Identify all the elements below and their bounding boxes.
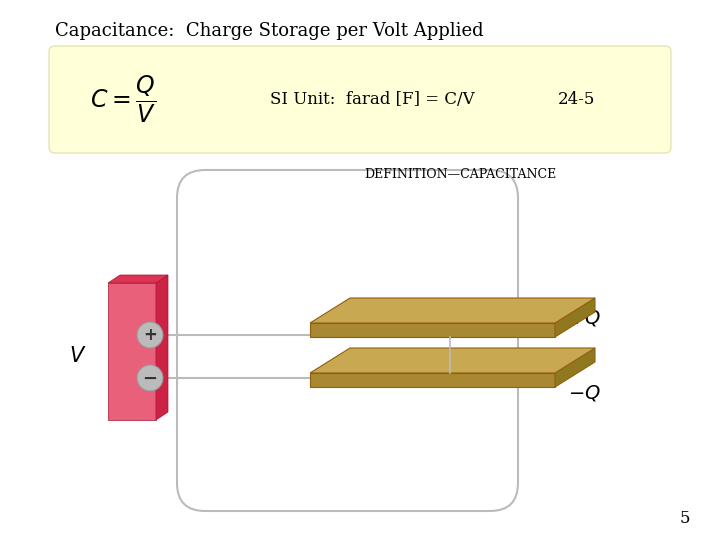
Text: 5: 5 bbox=[680, 510, 690, 527]
Polygon shape bbox=[310, 348, 595, 373]
Text: $V$: $V$ bbox=[69, 346, 86, 366]
FancyBboxPatch shape bbox=[177, 170, 518, 511]
Polygon shape bbox=[555, 298, 595, 337]
Polygon shape bbox=[555, 348, 595, 387]
Polygon shape bbox=[108, 283, 156, 420]
FancyBboxPatch shape bbox=[49, 46, 671, 153]
Text: $+Q$: $+Q$ bbox=[568, 308, 601, 328]
Circle shape bbox=[137, 322, 163, 348]
Text: DEFINITION—CAPACITANCE: DEFINITION—CAPACITANCE bbox=[364, 168, 556, 181]
Circle shape bbox=[137, 365, 163, 391]
Text: −: − bbox=[143, 370, 158, 388]
Polygon shape bbox=[310, 298, 595, 323]
Polygon shape bbox=[108, 275, 168, 283]
Polygon shape bbox=[310, 373, 555, 387]
Text: $C = \dfrac{Q}{V}$: $C = \dfrac{Q}{V}$ bbox=[90, 75, 156, 125]
Polygon shape bbox=[156, 275, 168, 420]
Text: $-Q$: $-Q$ bbox=[568, 383, 601, 403]
Polygon shape bbox=[310, 323, 555, 337]
Text: SI Unit:  farad [F] = C/V: SI Unit: farad [F] = C/V bbox=[270, 91, 474, 109]
Text: +: + bbox=[143, 326, 157, 344]
Text: 24-5: 24-5 bbox=[558, 91, 595, 109]
Text: Capacitance:  Charge Storage per Volt Applied: Capacitance: Charge Storage per Volt App… bbox=[55, 22, 484, 40]
